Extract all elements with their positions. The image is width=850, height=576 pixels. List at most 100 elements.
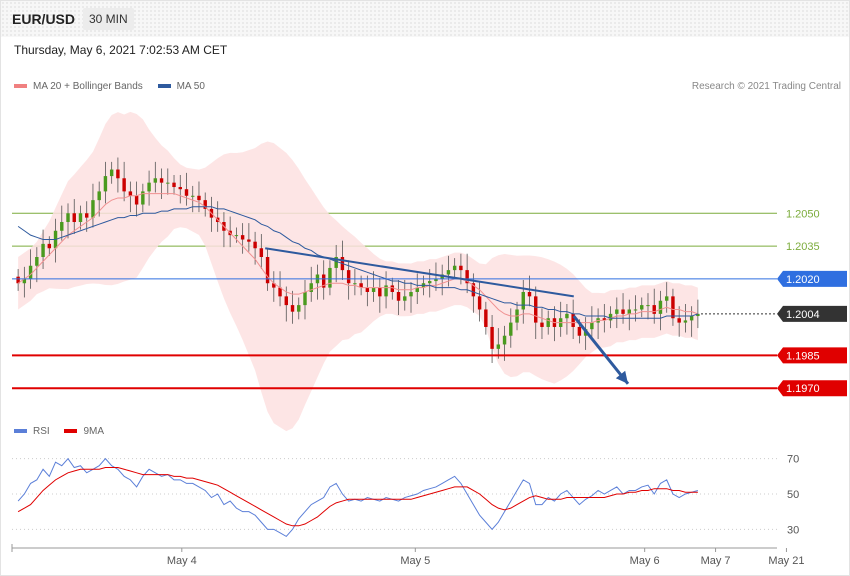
candle-body xyxy=(240,235,245,240)
candle-body xyxy=(652,305,656,314)
candle xyxy=(334,244,338,283)
candle xyxy=(78,205,83,230)
candle-body xyxy=(540,322,544,327)
candle xyxy=(671,288,675,326)
candle-body xyxy=(378,287,382,297)
candle-body xyxy=(621,309,625,314)
legend-item-ma20: MA 20 + Bollinger Bands xyxy=(14,81,143,92)
candle xyxy=(259,234,264,270)
time-axis-label: May 21 xyxy=(768,555,804,567)
symbol-label: EUR/USD xyxy=(12,11,76,27)
candle xyxy=(297,297,301,320)
candle-body xyxy=(60,222,64,231)
candle xyxy=(353,269,357,296)
candle xyxy=(265,249,270,291)
candle-body xyxy=(28,265,33,279)
price-tag-box xyxy=(777,347,847,364)
candle-body xyxy=(134,195,139,205)
candle xyxy=(658,290,663,331)
forecast-arrow-shaft xyxy=(572,315,630,385)
candle xyxy=(234,227,239,243)
price-tag-1.2004: 1.2004 xyxy=(777,305,847,322)
candle-body xyxy=(471,283,476,297)
candle-body xyxy=(565,313,569,319)
rsi-layer: 70 50 30 xyxy=(12,454,799,538)
rsi-tick-label: 70 xyxy=(787,454,799,466)
price-tag-1.1970: 1.1970 xyxy=(777,380,847,397)
candle xyxy=(247,223,251,252)
candle-body xyxy=(646,305,650,307)
candle-body xyxy=(172,182,176,188)
time-axis-label: May 7 xyxy=(701,555,731,567)
chart-header: EUR/USD 30 MIN xyxy=(1,1,849,37)
candle-body xyxy=(359,283,363,288)
candle xyxy=(465,253,469,294)
price-tag-box xyxy=(777,270,847,287)
bollinger-band xyxy=(18,111,698,432)
candle xyxy=(396,279,401,315)
candle xyxy=(240,223,245,254)
main-legend: MA 20 + Bollinger Bands MA 50 xyxy=(14,81,217,92)
candle-body xyxy=(159,178,164,183)
price-tag-label: 1.2050 xyxy=(786,208,820,220)
candle-body xyxy=(153,178,158,183)
candle-body xyxy=(290,305,295,312)
candle-body xyxy=(128,191,133,196)
candle-body xyxy=(434,278,438,282)
legend-swatch-ma20 xyxy=(14,84,27,89)
candle xyxy=(640,297,644,318)
candle-body xyxy=(527,291,532,297)
candle xyxy=(22,266,27,298)
candle-body xyxy=(97,191,101,201)
candle xyxy=(646,293,650,320)
candle xyxy=(509,308,513,348)
candle-body xyxy=(428,281,432,284)
candle-body xyxy=(197,195,201,201)
candle xyxy=(85,201,89,232)
rsi-tick-label: 30 xyxy=(787,524,799,536)
candle-body xyxy=(509,322,513,336)
candle xyxy=(272,271,276,302)
candle xyxy=(683,304,688,333)
candle-body xyxy=(203,200,207,209)
candle xyxy=(484,301,488,335)
candle-body xyxy=(477,296,482,310)
candle xyxy=(16,269,20,291)
candle-body xyxy=(91,200,95,218)
candle-body xyxy=(608,313,613,321)
candle-body xyxy=(166,182,170,184)
candle-body xyxy=(303,291,307,306)
legend-label-9ma: 9MA xyxy=(83,426,105,437)
candle xyxy=(109,161,114,184)
candle xyxy=(28,249,33,289)
candle xyxy=(371,271,376,302)
candle xyxy=(35,247,39,283)
candle-body xyxy=(247,239,251,242)
candle-body xyxy=(334,257,338,268)
candle-body xyxy=(452,265,457,271)
candle-body xyxy=(191,195,195,197)
candle xyxy=(122,161,126,202)
legend-label-ma20: MA 20 + Bollinger Bands xyxy=(33,81,143,92)
candle-body xyxy=(396,291,401,301)
candle-body xyxy=(116,169,120,179)
legend-item-ma50: MA 50 xyxy=(157,81,205,92)
candle xyxy=(147,170,151,206)
candle-body xyxy=(253,241,257,249)
trendline xyxy=(265,247,574,298)
legend-label-ma50: MA 50 xyxy=(176,81,205,92)
candle xyxy=(41,229,45,270)
candle-body xyxy=(234,235,239,237)
candle-body xyxy=(265,257,270,284)
candle-body xyxy=(502,335,507,345)
candle-body xyxy=(122,178,126,192)
candle xyxy=(571,299,575,339)
candle xyxy=(608,306,613,329)
candle-body xyxy=(85,213,89,218)
timeframe-button[interactable]: 30 MIN xyxy=(83,8,134,30)
candle-body xyxy=(459,265,463,271)
time-axis-label: May 4 xyxy=(167,555,197,567)
legend-swatch-ma50 xyxy=(157,84,171,89)
